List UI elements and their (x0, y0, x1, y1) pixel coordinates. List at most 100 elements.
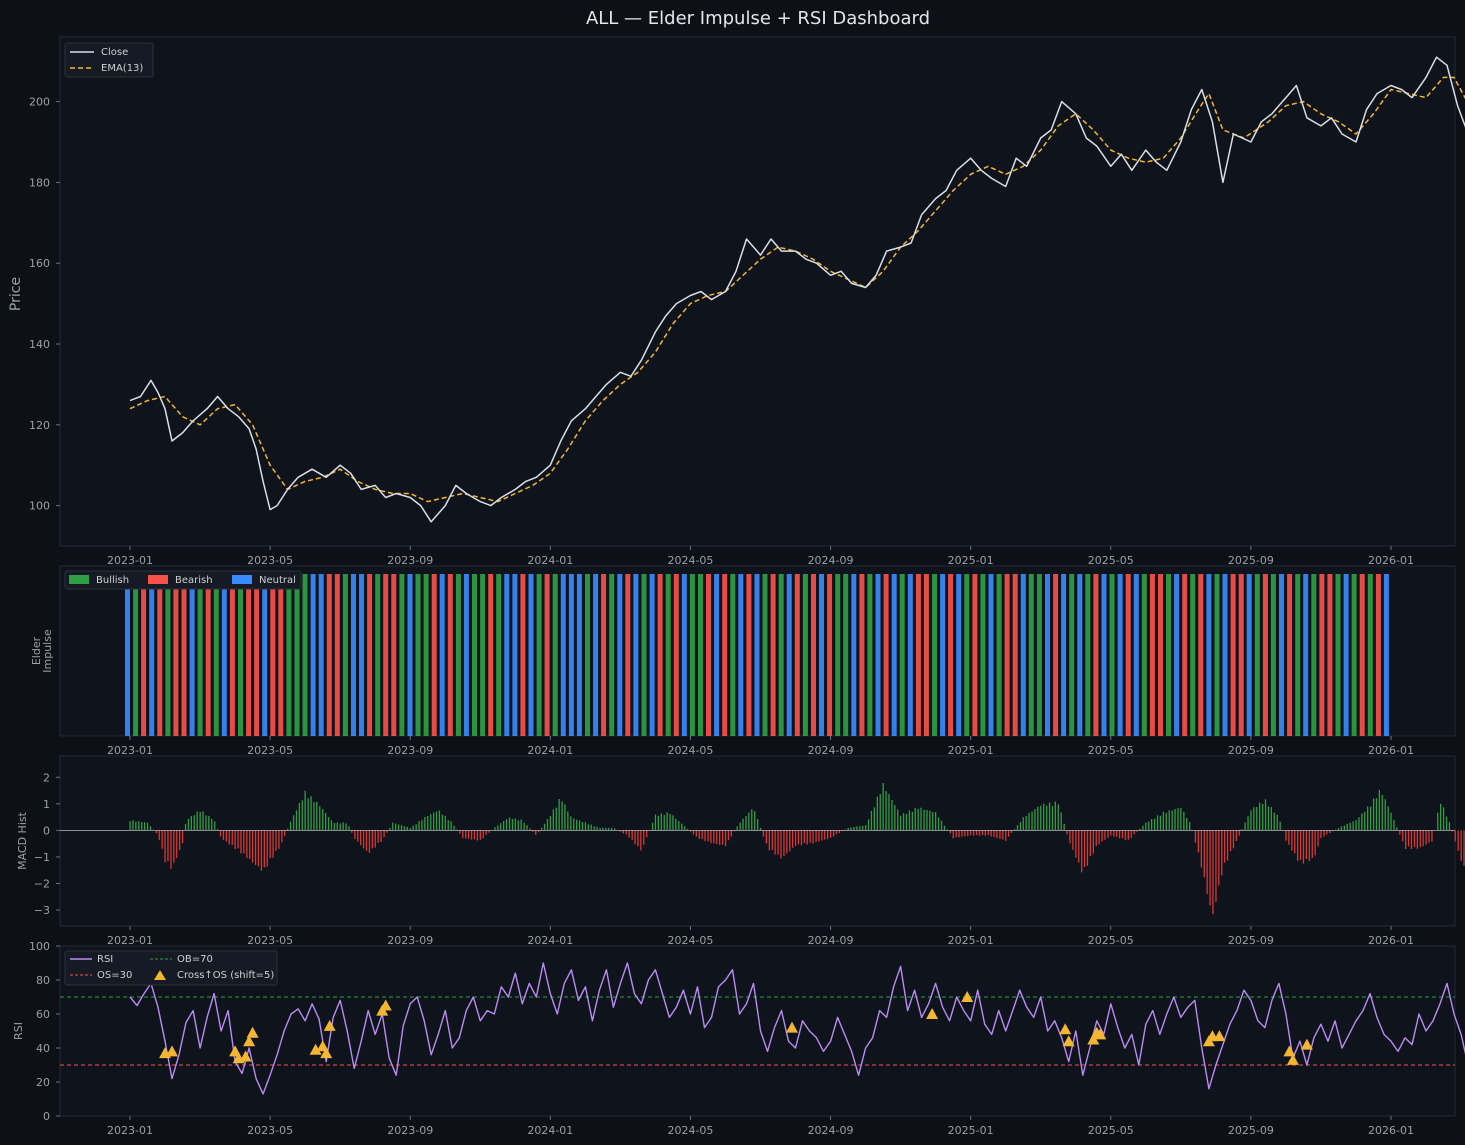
impulse-bar (157, 574, 163, 736)
macd-bar (1040, 805, 1042, 831)
macd-bar (176, 830, 178, 858)
impulse-bar (480, 574, 486, 736)
macd-bar (809, 830, 811, 843)
macd-bar (1189, 822, 1191, 831)
impulse-bar (496, 574, 502, 736)
macd-bar (336, 822, 338, 831)
impulse-bar (996, 574, 1002, 736)
macd-bar (1334, 829, 1337, 831)
macd-bar (392, 822, 394, 831)
macd-bar (211, 818, 213, 831)
legend-bullish-label: Bullish (96, 575, 129, 586)
macd-bar (144, 822, 146, 831)
macd-bar (368, 830, 371, 853)
impulse-bar (794, 574, 800, 736)
macd-bar (386, 830, 388, 833)
macd-bar (876, 796, 878, 831)
x-tick-label: 2026-01 (1368, 1124, 1414, 1137)
impulse-bar (1359, 574, 1365, 736)
impulse-bar (246, 574, 252, 736)
impulse-bar (351, 574, 356, 736)
macd-bar (669, 814, 671, 831)
macd-bar (365, 830, 368, 851)
macd-bar (520, 819, 522, 831)
macd-bar (1016, 825, 1019, 831)
macd-bar (1314, 830, 1316, 856)
macd-bar (783, 830, 785, 856)
impulse-bar (1295, 574, 1301, 736)
macd-bar (722, 830, 724, 845)
macd-bar (1349, 822, 1351, 831)
macd-bar (240, 830, 242, 854)
macd-bar (1253, 807, 1255, 831)
impulse-panel: ElderImpulse 2023-01 2023-05 2023-09 2024-0… (30, 565, 1456, 757)
macd-bar (1235, 830, 1237, 841)
impulse-bar (1303, 574, 1309, 736)
macd-bar (710, 830, 712, 844)
macd-bar (996, 830, 998, 839)
macd-bar (1139, 828, 1141, 831)
impulse-bar (391, 574, 397, 736)
macd-bar (389, 827, 391, 831)
impulse-bar (189, 574, 195, 736)
macd-bar (911, 811, 913, 831)
macd-bar (558, 799, 560, 831)
x-tick-label: 2023-09 (387, 934, 433, 947)
impulse-bar (262, 574, 268, 736)
impulse-bar (1141, 574, 1147, 736)
macd-bar (932, 812, 934, 831)
macd-bar (1048, 802, 1051, 831)
macd-bar (1332, 830, 1334, 832)
macd-bar (1337, 828, 1340, 831)
macd-bar (1078, 830, 1080, 863)
macd-bar (1229, 830, 1232, 852)
macd-bar (307, 798, 309, 831)
macd-bar (867, 819, 870, 831)
x-tick-label: 2025-01 (948, 744, 994, 757)
macd-bar (348, 826, 350, 831)
macd-bar (1291, 830, 1293, 851)
macd-bar (1375, 798, 1378, 831)
cross-marker (1087, 1033, 1100, 1045)
macd-bar (1370, 806, 1372, 831)
rsi-line (129, 962, 1465, 1095)
macd-bar (1302, 830, 1305, 864)
macd-bar (984, 830, 986, 836)
macd-bar (926, 809, 928, 831)
impulse-bar (1117, 574, 1123, 736)
macd-bar (602, 827, 604, 831)
impulse-bar (1246, 574, 1252, 736)
impulse-bar (1012, 574, 1018, 736)
macd-axis-label: MACD Hist (16, 811, 29, 870)
macd-bar (263, 830, 265, 868)
macd-x-ticks: 2023-01 2023-05 2023-09 2024-01 2024-05 2024-… (107, 926, 1414, 947)
macd-bar (1396, 827, 1398, 831)
impulse-bar (1262, 574, 1268, 736)
cross-marker (926, 1008, 939, 1019)
impulse-bar (407, 574, 413, 736)
x-tick-label: 2025-09 (1228, 554, 1274, 567)
macd-bar (1101, 830, 1103, 842)
cross-marker (309, 1043, 322, 1055)
macd-bar (214, 821, 216, 831)
impulse-bar (463, 574, 469, 736)
rsi-series (60, 962, 1465, 1095)
macd-bar (1367, 806, 1369, 831)
y-tick-label: 120 (29, 419, 50, 432)
macd-bar (1177, 808, 1179, 831)
macd-bar (1203, 830, 1205, 878)
impulse-bar (875, 574, 881, 736)
macd-bar (902, 813, 905, 831)
impulse-bar (738, 574, 744, 736)
macd-bar (541, 827, 543, 831)
macd-bar (847, 828, 849, 831)
macd-bar (456, 829, 458, 831)
price-series (129, 56, 1465, 523)
impulse-bar (568, 574, 574, 736)
x-tick-label: 2026-01 (1368, 554, 1414, 567)
macd-bar (1002, 830, 1004, 840)
macd-bar (1244, 822, 1246, 831)
macd-bar (628, 830, 630, 838)
macd-bar (859, 826, 861, 831)
macd-bar (1025, 816, 1027, 831)
